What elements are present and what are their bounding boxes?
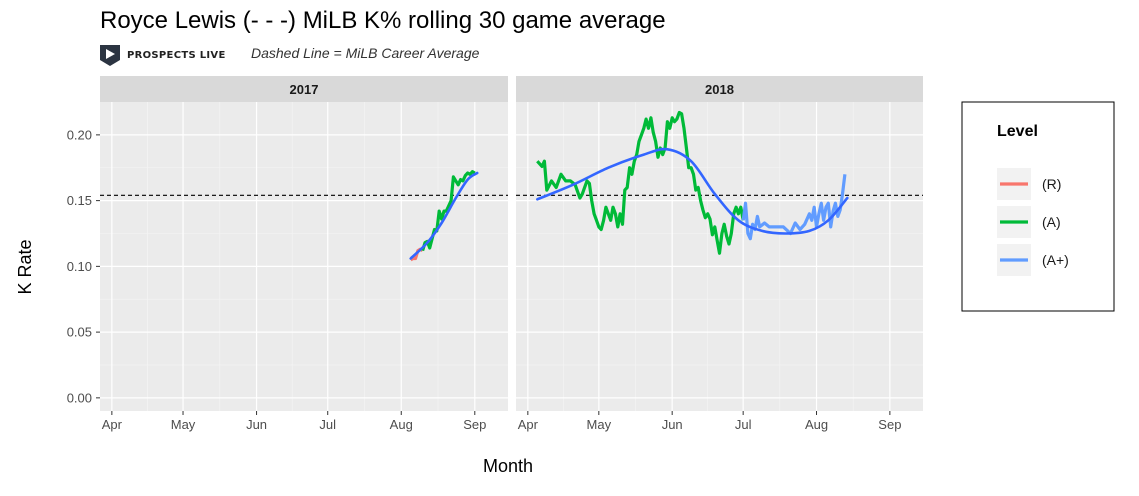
facet-panels: 2017 Apr May Jun Jul Aug Sep 2018 Apr May Jun Jul Au… — [100, 76, 923, 432]
legend-title: Level — [997, 123, 1038, 140]
x-tick-label: Sep — [463, 417, 486, 432]
legend-label: (A+) — [1042, 252, 1069, 268]
x-tick-label: Apr — [102, 417, 123, 432]
chart-subtitle: Dashed Line = MiLB Career Average — [251, 45, 480, 61]
y-tick-label: 0.20 — [67, 127, 92, 142]
y-axis: 0.00 0.05 0.10 0.15 0.20 — [67, 127, 100, 405]
y-axis-title: K Rate — [15, 239, 35, 294]
legend-label: (R) — [1042, 176, 1061, 192]
smooth-trend-line — [409, 171, 479, 260]
x-tick-label: Apr — [518, 417, 539, 432]
series-line-a — [421, 170, 476, 252]
legend-box — [961, 101, 1115, 312]
y-tick-label: 0.00 — [67, 390, 92, 405]
y-tick-label: 0.10 — [67, 259, 92, 274]
x-tick-label: Jul — [319, 417, 336, 432]
x-tick-label: May — [587, 417, 612, 432]
panel-background — [100, 102, 508, 411]
x-tick-label: May — [171, 417, 196, 432]
x-axis-title: Month — [483, 456, 533, 476]
y-tick-label: 0.05 — [67, 325, 92, 340]
facet-strip — [100, 76, 508, 102]
series-line-a — [536, 110, 745, 255]
panel-2018: 2018 Apr May Jun Jul Aug Sep — [516, 76, 923, 432]
legend: Level (R) (A) (A+) — [961, 101, 1115, 312]
brand-name: PROSPECTS LIVE — [127, 50, 226, 61]
x-tick-label: Jun — [246, 417, 267, 432]
facet-strip-label: 2017 — [290, 82, 319, 97]
chart-title: Royce Lewis (- - -) MiLB K% rolling 30 g… — [100, 7, 666, 34]
x-tick-label: Sep — [878, 417, 901, 432]
x-tick-label: Jun — [662, 417, 683, 432]
legend-label: (A) — [1042, 214, 1061, 230]
panel-2017: 2017 Apr May Jun Jul Aug Sep — [100, 76, 508, 432]
x-tick-label: Aug — [805, 417, 828, 432]
facet-strip — [516, 76, 923, 102]
y-tick-label: 0.15 — [67, 193, 92, 208]
smooth-trend-line — [536, 147, 849, 235]
play-glyph — [106, 49, 115, 59]
panel-background — [516, 102, 923, 411]
prospects-live-logo: PROSPECTS LIVE — [100, 45, 226, 66]
x-tick-label: Aug — [390, 417, 413, 432]
x-tick-label: Jul — [735, 417, 752, 432]
series-line-aplus — [741, 174, 847, 241]
facet-strip-label: 2018 — [705, 82, 734, 97]
